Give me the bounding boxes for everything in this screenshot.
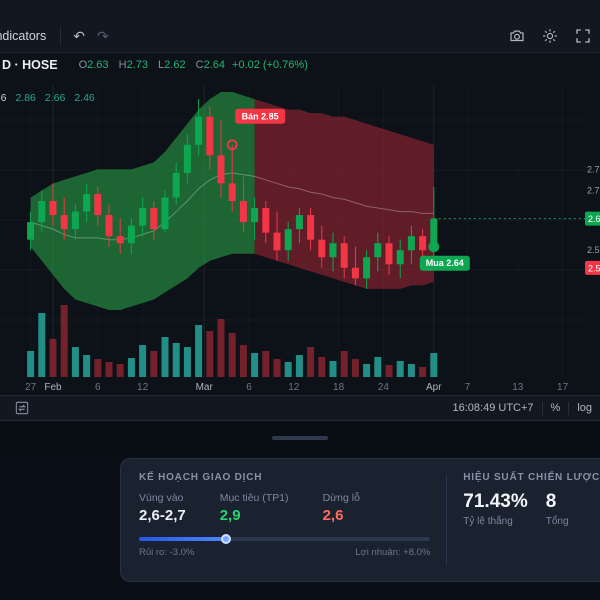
symbol-row: D · HOSE O2.63 H2.73 L2.62 C2.64 +0.02 (… xyxy=(2,58,308,72)
change-value: +0.02 (+0.76%) xyxy=(232,59,308,71)
svg-text:Bán 2.85: Bán 2.85 xyxy=(242,111,279,121)
svg-text:18: 18 xyxy=(333,382,345,393)
legend-value: 2.46 xyxy=(74,92,95,104)
stop-loss-value: 2,6 xyxy=(322,507,344,524)
legend-value: 2.36 xyxy=(0,92,7,104)
swap-panels-icon xyxy=(15,401,29,415)
percent-scale-button[interactable]: % xyxy=(550,402,561,414)
trade-plan-section: KẾ HOẠCH GIAO DỊCH Vùng vào 2,6-2,7 Mục … xyxy=(139,472,446,568)
indicators-button[interactable]: Indicators xyxy=(0,25,54,47)
entry-zone-stat: Vùng vào 2,6-2,7 xyxy=(139,492,186,524)
svg-text:13: 13 xyxy=(512,382,524,393)
plan-title: KẾ HOẠCH GIAO DỊCH xyxy=(139,472,263,483)
snapshot-button[interactable] xyxy=(508,27,526,45)
chart-footer-toolbar: 16:08:49 UTC+7 % log xyxy=(0,395,600,421)
stop-loss-stat: Dừng lỗ 2,6 xyxy=(323,492,360,524)
close-value: 2.64 xyxy=(203,59,226,71)
settings-button[interactable] xyxy=(541,27,559,45)
slider-handle[interactable] xyxy=(221,534,232,544)
risk-label: Rủi ro: -3.0% xyxy=(139,547,195,558)
svg-text:6: 6 xyxy=(246,382,252,393)
profit-label: Lợi nhuận: +8.0% xyxy=(355,547,431,558)
fullscreen-button[interactable] xyxy=(574,27,592,45)
toolbar-divider xyxy=(60,27,62,45)
target-value: 2,9 xyxy=(219,507,241,524)
open-label: O xyxy=(78,59,88,71)
footer-divider xyxy=(541,401,543,415)
target-label: Mục tiêu (TP1) xyxy=(219,492,289,504)
win-rate-value: 71.43% xyxy=(463,491,528,512)
entry-zone-value: 2,6-2,7 xyxy=(139,507,186,524)
total-trades-value: 8 xyxy=(545,491,557,512)
svg-text:7: 7 xyxy=(465,382,471,393)
svg-text:Feb: Feb xyxy=(44,382,62,393)
bottom-panel: KẾ HOẠCH GIAO DỊCH Vùng vào 2,6-2,7 Mục … xyxy=(0,458,600,600)
close-label: C xyxy=(195,59,204,71)
low-label: L xyxy=(158,59,165,71)
svg-text:6: 6 xyxy=(95,382,101,393)
svg-text:12: 12 xyxy=(137,382,149,393)
high-label: H xyxy=(118,59,127,71)
svg-text:Mar: Mar xyxy=(196,382,214,393)
splitter-drag-handle[interactable] xyxy=(272,436,328,440)
win-rate-stat: 71.43% Tỷ lệ thắng xyxy=(463,491,527,527)
log-scale-button[interactable]: log xyxy=(577,402,592,414)
footer-divider xyxy=(568,401,570,415)
slider-fill xyxy=(139,537,227,541)
panel-splitter xyxy=(0,422,600,458)
redo-button[interactable]: ↷ xyxy=(91,26,115,47)
legend-value: 2.86 xyxy=(15,92,36,104)
panel-toggle-button[interactable] xyxy=(8,398,36,418)
high-value: 2.73 xyxy=(126,59,148,71)
svg-text:Apr: Apr xyxy=(426,382,442,393)
svg-text:Mua 2.64: Mua 2.64 xyxy=(426,258,464,268)
fullscreen-icon xyxy=(576,29,590,43)
svg-text:17: 17 xyxy=(557,382,569,393)
target-stat: Mục tiêu (TP1) 2,9 xyxy=(220,492,289,524)
redo-icon: ↷ xyxy=(96,27,109,44)
svg-text:24: 24 xyxy=(378,382,390,393)
low-value: 2.62 xyxy=(164,59,186,71)
open-value: 2.63 xyxy=(87,59,109,71)
trade-plan-card: KẾ HOẠCH GIAO DỊCH Vùng vào 2,6-2,7 Mục … xyxy=(120,458,600,582)
price-chart[interactable]: 27 Feb 6 12 Mar 6 12 18 24 Apr 7 13 17 2.78 2.72 2.64 2.… xyxy=(0,85,600,395)
svg-text:12: 12 xyxy=(288,382,300,393)
indicators-label: Indicators xyxy=(0,29,47,43)
legend-value: 2.66 xyxy=(44,92,66,104)
undo-icon: ↶ xyxy=(73,27,85,44)
performance-title: HIỆU SUẤT CHIẾN LƯỢC xyxy=(463,472,600,483)
top-toolbar: Indicators ↶ ↷ xyxy=(0,0,600,53)
svg-text:2.72: 2.72 xyxy=(587,185,600,195)
win-rate-label: Tỷ lệ thắng xyxy=(463,516,513,527)
risk-reward-slider[interactable] xyxy=(139,534,431,544)
stop-loss-label: Dừng lỗ xyxy=(322,492,360,504)
svg-text:27: 27 xyxy=(25,382,37,393)
indicator-legend: 2.36 2.86 2.66 2.46 xyxy=(0,92,95,104)
svg-text:2.50: 2.50 xyxy=(588,263,600,273)
total-trades-stat: 8 Tổng xyxy=(546,491,569,527)
gear-icon xyxy=(543,29,557,43)
total-trades-label: Tổng xyxy=(545,516,569,527)
clock-timezone[interactable]: 16:08:49 UTC+7 xyxy=(452,402,534,414)
performance-section: HIỆU SUẤT CHIẾN LƯỢC 71.43% Tỷ lệ thắng … xyxy=(447,472,600,568)
camera-icon xyxy=(510,30,524,42)
svg-text:2.55: 2.55 xyxy=(587,245,600,255)
card-divider xyxy=(446,474,448,566)
entry-zone-label: Vùng vào xyxy=(139,492,184,504)
chart-area[interactable]: 27 Feb 6 12 Mar 6 12 18 24 Apr 7 13 17 2.78 2.72 2.64 2.… xyxy=(0,85,600,395)
svg-text:2.78: 2.78 xyxy=(587,164,600,174)
symbol-name[interactable]: D · HOSE xyxy=(2,58,58,72)
svg-text:2.64: 2.64 xyxy=(588,214,600,224)
undo-button[interactable]: ↶ xyxy=(67,26,91,47)
ohlc-values: O2.63 H2.73 L2.62 C2.64 xyxy=(72,59,225,71)
